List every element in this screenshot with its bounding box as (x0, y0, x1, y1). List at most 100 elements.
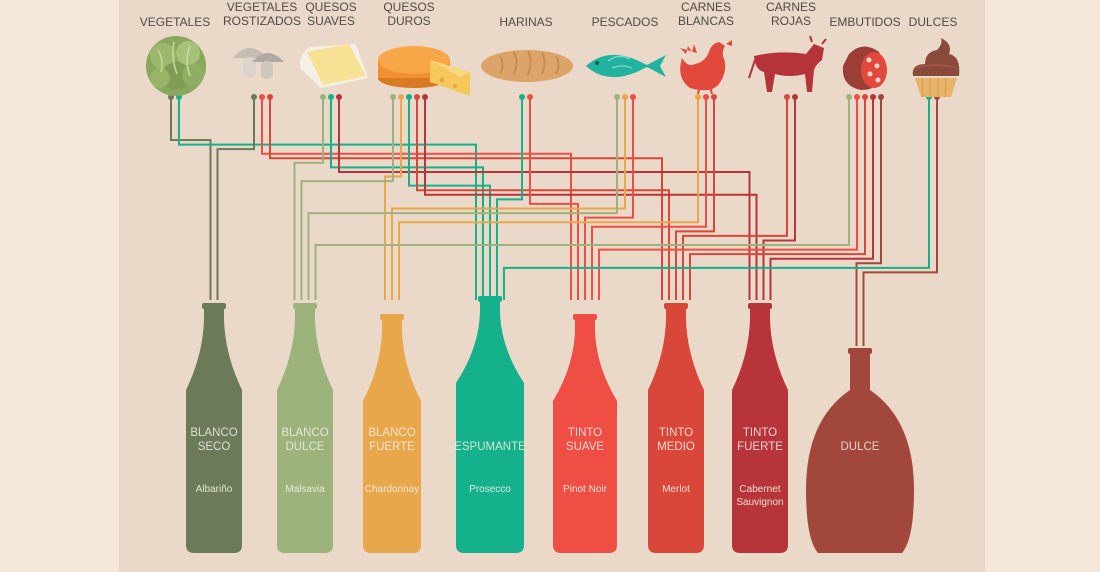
connector-dot (878, 94, 884, 100)
bottle-lip (664, 303, 688, 309)
connector-pescados-blanco_fuerte (391, 97, 626, 300)
bottle-body (456, 298, 524, 553)
category-label-vegetales-rostizados: ROSTIZADOS (223, 14, 301, 28)
connector-dot (784, 94, 790, 100)
category-label-vegetales: VEGETALES (140, 15, 210, 29)
wine-type-label: FUERTE (737, 441, 783, 453)
wine-type-label: FUERTE (369, 441, 415, 453)
category-label-quesos-suaves: QUESOS (305, 0, 356, 14)
connector-dot (630, 94, 636, 100)
connector-vegetales-blanco_seco (170, 97, 212, 300)
bottle-tinto-fuerte: TINTO FUERTE Cabernet Sauvignon (732, 303, 788, 553)
wine-grape-label: Pinot Noir (563, 484, 608, 495)
wine-type-label: SECO (198, 441, 231, 453)
wine-type-label: BLANCO (368, 427, 415, 439)
connector-dot (320, 94, 326, 100)
category-label-vegetales-rostizados: VEGETALES (227, 0, 297, 14)
connector-quesos-duros-blanco_dulce (300, 97, 394, 300)
bottle-body (363, 316, 421, 553)
connector-embutidos-tinto_suave (598, 97, 858, 300)
connector-dulces-espumante (503, 97, 930, 300)
bottle-tinto-medio: TINTO MEDIO Merlot (648, 303, 704, 553)
wine-type-label: SUAVE (566, 441, 604, 453)
wine-type-label: TINTO (659, 427, 693, 439)
food-icons (146, 35, 960, 98)
connector-carnes-blancas-blanco_fuerte (398, 97, 699, 300)
connector-dot (622, 94, 628, 100)
wine-grape-label: Chardonnay (365, 484, 419, 495)
bottle-body (732, 305, 788, 553)
bottle-blanco-fuerte: BLANCO FUERTE Chardonnay (363, 314, 421, 553)
mushroom-icon (233, 48, 284, 79)
wine-type-label: DULCE (286, 441, 325, 453)
connector-dot (792, 94, 798, 100)
wine-type-label: BLANCO (190, 427, 237, 439)
connector-dulces-dulce (862, 97, 938, 346)
connector-carnes-blancas-tinto_medio (675, 97, 715, 300)
bottle-lip (202, 303, 226, 309)
connector-dot (614, 94, 620, 100)
food-category-labels: VEGETALESVEGETALESROSTIZADOSQUESOSSUAVES… (140, 0, 958, 29)
bottle-body (186, 305, 242, 553)
category-label-carnes-blancas: CARNES (681, 0, 731, 14)
category-label-pescados: PESCADOS (592, 15, 659, 29)
category-label-embutidos: EMBUTIDOS (829, 15, 900, 29)
connector-vegetales-espumante (178, 97, 477, 300)
bread-icon (481, 50, 573, 82)
pairing-connectors (168, 94, 940, 346)
bottle-tinto-suave: TINTO SUAVE Pinot Noir (553, 314, 617, 553)
sausage-icon (842, 46, 887, 90)
connector-dot (519, 94, 525, 100)
category-label-carnes-rojas: CARNES (766, 0, 816, 14)
connector-quesos-suaves-blanco_dulce (293, 97, 324, 300)
bottle-lip (848, 348, 872, 354)
connector-dot (328, 94, 334, 100)
connector-vegetales-rostizados-tinto_medio (269, 97, 663, 300)
wine-grape-label: Sauvignon (736, 497, 783, 508)
bottle-body (277, 305, 333, 553)
connector-pescados-tinto_suave (584, 97, 634, 300)
category-label-carnes-rojas: ROJAS (771, 14, 811, 28)
connector-quesos-duros-espumante (408, 97, 491, 300)
connector-dot (862, 94, 868, 100)
connector-dot (267, 94, 273, 100)
connector-embutidos-tinto_medio (689, 97, 866, 300)
connector-dot (854, 94, 860, 100)
bottle-lip (380, 314, 404, 320)
connector-harinas-tinto_suave (529, 97, 579, 300)
connector-carnes-rojas-tinto_fuerte (762, 97, 796, 300)
connector-quesos-duros-tinto_medio (416, 97, 670, 300)
bottle-blanco-dulce: BLANCO DULCE Malsavia (277, 303, 333, 553)
category-label-quesos-suaves: SUAVES (307, 14, 355, 28)
connector-quesos-duros-tinto_fuerte (424, 97, 758, 300)
wine-type-label: DULCE (841, 441, 880, 453)
fish-icon (586, 54, 666, 78)
cow-icon (748, 35, 827, 92)
bottle-lip (478, 296, 502, 302)
bottle-dulce: DULCE (806, 348, 914, 553)
category-label-harinas: HARINAS (499, 15, 552, 29)
bottle-lip (293, 303, 317, 309)
cupcake-icon (912, 38, 960, 98)
connector-dot (398, 94, 404, 100)
category-label-quesos-duros: DUROS (387, 14, 430, 28)
connector-dot (711, 94, 717, 100)
connector-dot (414, 94, 420, 100)
wine-grape-label: Merlot (662, 484, 690, 495)
wine-type-label: TINTO (743, 427, 777, 439)
wine-grape-label: Malsavia (285, 484, 325, 495)
connector-quesos-suaves-espumante (330, 97, 484, 300)
wine-type-label: ESPUMANTE (454, 441, 526, 453)
connector-carnes-blancas-tinto_suave (591, 97, 707, 300)
connector-vegetales-rostizados-blanco_seco (216, 97, 255, 300)
connector-dot (336, 94, 342, 100)
bottle-blanco-seco: BLANCO SECO Albariño (186, 303, 242, 553)
bottle-body (806, 350, 914, 553)
connector-dot (703, 94, 709, 100)
bottle-body (648, 305, 704, 553)
wine-type-label: BLANCO (281, 427, 328, 439)
connector-dot (406, 94, 412, 100)
connector-dot (870, 94, 876, 100)
